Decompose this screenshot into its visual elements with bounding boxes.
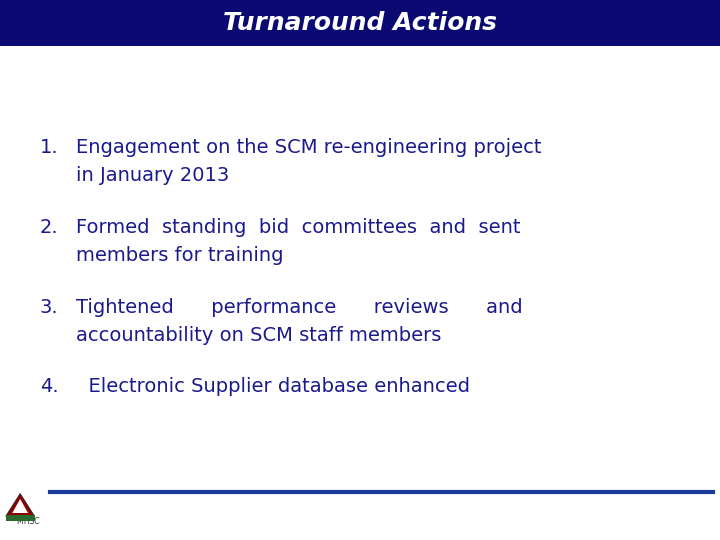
Text: 2.: 2.	[40, 218, 58, 237]
Text: 1.: 1.	[40, 138, 58, 157]
Text: Tightened      performance      reviews      and: Tightened performance reviews and	[76, 298, 522, 316]
Text: Turnaround Actions: Turnaround Actions	[223, 11, 497, 35]
Bar	[6, 515, 35, 521]
Text: accountability on SCM staff members: accountability on SCM staff members	[76, 326, 441, 345]
Text: members for training: members for training	[76, 246, 283, 265]
Text: Electronic Supplier database enhanced: Electronic Supplier database enhanced	[76, 377, 469, 396]
Polygon shape	[12, 499, 28, 513]
Text: Engagement on the SCM re-engineering project: Engagement on the SCM re-engineering pro…	[76, 138, 541, 157]
Text: 3.: 3.	[40, 298, 58, 316]
Polygon shape	[6, 494, 35, 516]
Text: MTISC: MTISC	[16, 517, 40, 526]
Text: in January 2013: in January 2013	[76, 166, 229, 185]
Text: Formed  standing  bid  committees  and  sent: Formed standing bid committees and sent	[76, 218, 520, 237]
Bar	[0, 0, 720, 46]
Text: 4.: 4.	[40, 377, 58, 396]
